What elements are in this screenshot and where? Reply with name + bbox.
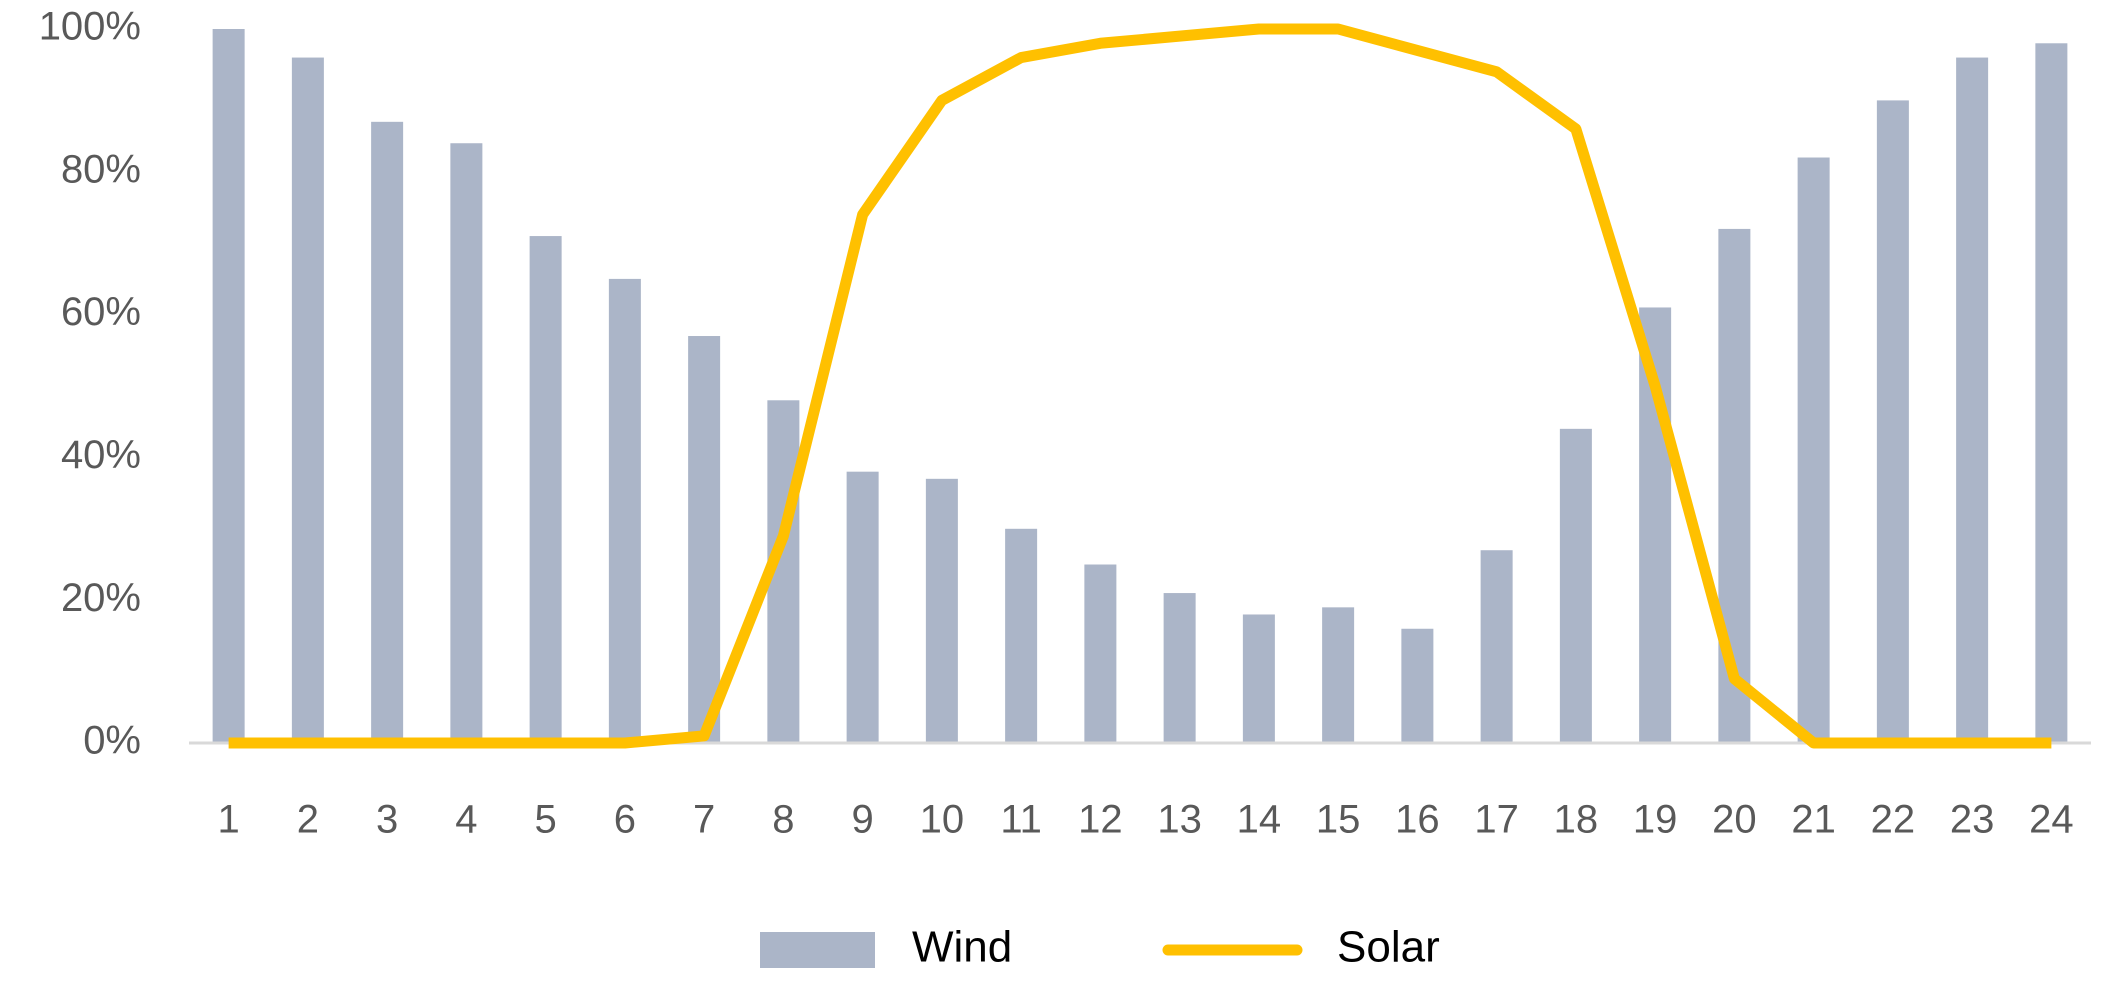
x-tick-label: 6 xyxy=(614,798,636,842)
x-tick-label: 8 xyxy=(772,798,794,842)
x-tick-label: 4 xyxy=(455,798,477,842)
x-tick-label: 18 xyxy=(1554,798,1599,842)
x-tick-label: 15 xyxy=(1316,798,1361,842)
bar xyxy=(688,336,721,743)
line xyxy=(228,23,2052,749)
bar xyxy=(1322,607,1355,743)
bar xyxy=(1559,428,1592,743)
y-tick-label: 100% xyxy=(39,5,141,49)
x-tick-label: 21 xyxy=(1791,798,1836,842)
y-tick-label: 40% xyxy=(61,433,141,477)
x-tick-label: 7 xyxy=(693,798,715,842)
x-tick-label: 3 xyxy=(376,798,398,842)
legend-swatch xyxy=(760,932,875,968)
x-tick-label: 9 xyxy=(852,798,874,842)
x-tick-label: 1 xyxy=(218,798,240,842)
bar xyxy=(846,471,879,743)
y-tick-label: 0% xyxy=(83,719,141,763)
legend-label: Solar xyxy=(1337,923,1440,972)
bar xyxy=(1084,564,1117,743)
legend-label: Wind xyxy=(912,923,1012,972)
x-tick-label: 22 xyxy=(1871,798,1916,842)
x-tick-label: 11 xyxy=(1000,798,1042,842)
y-tick-label: 80% xyxy=(61,147,141,191)
bar xyxy=(925,478,958,743)
bar xyxy=(371,121,404,743)
x-tick-label: 19 xyxy=(1633,798,1678,842)
bar xyxy=(1797,157,1830,743)
bar xyxy=(2035,43,2068,743)
x-tick-label: 20 xyxy=(1712,798,1757,842)
x-tick-label: 2 xyxy=(297,798,319,842)
y-tick-label: 20% xyxy=(61,576,141,620)
bar xyxy=(212,29,245,743)
bar xyxy=(1401,628,1434,743)
bar xyxy=(1876,100,1909,743)
bar xyxy=(1480,550,1513,743)
x-tick-label: 16 xyxy=(1395,798,1440,842)
bar xyxy=(529,236,562,743)
x-tick-label: 17 xyxy=(1474,798,1519,842)
x-tick-label: 12 xyxy=(1078,798,1123,842)
bar xyxy=(1005,528,1038,743)
bar xyxy=(1242,614,1275,743)
x-tick-label: 5 xyxy=(535,798,557,842)
x-tick-label: 23 xyxy=(1950,798,1995,842)
bar xyxy=(450,143,483,744)
bar xyxy=(608,278,641,743)
x-tick-label: 13 xyxy=(1157,798,1202,842)
x-tick-label: 24 xyxy=(2029,798,2074,842)
bar xyxy=(1956,57,1989,744)
bar xyxy=(291,57,324,744)
x-tick-label: 10 xyxy=(920,798,965,842)
bar xyxy=(1163,593,1196,743)
x-tick-label: 14 xyxy=(1237,798,1282,842)
y-tick-label: 60% xyxy=(61,290,141,334)
